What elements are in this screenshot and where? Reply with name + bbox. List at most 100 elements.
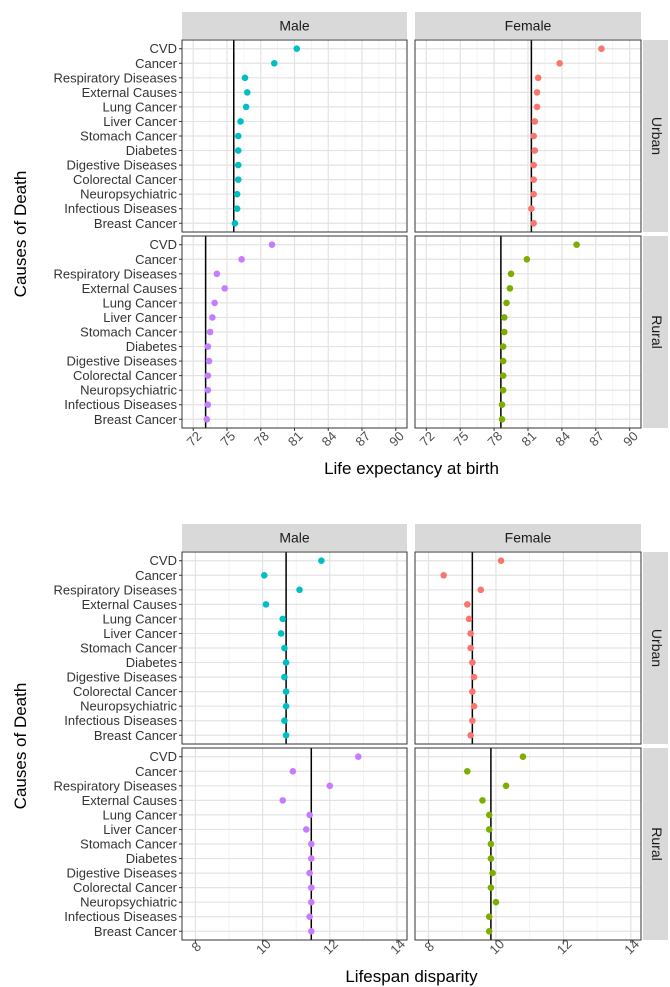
data-point bbox=[523, 255, 531, 263]
x-tick-label: 8 bbox=[421, 939, 437, 955]
data-point bbox=[519, 753, 527, 761]
data-point bbox=[530, 190, 537, 198]
x-tick-label: 84 bbox=[552, 428, 573, 449]
y-tick-label: CVD bbox=[150, 237, 177, 252]
data-point bbox=[205, 357, 213, 365]
data-point bbox=[281, 644, 288, 652]
chart-2: Male FemaleUrbanRuralCVDCancerRespiratory… bbox=[11, 524, 668, 986]
data-point bbox=[221, 285, 229, 292]
data-point bbox=[282, 702, 290, 710]
data-point bbox=[502, 782, 510, 790]
data-point bbox=[203, 415, 211, 423]
y-tick-label: Liver Cancer bbox=[103, 822, 177, 837]
y-tick-label: Cancer bbox=[135, 568, 178, 583]
data-point bbox=[282, 731, 290, 739]
facet-strip-label: Female bbox=[505, 18, 552, 34]
data-point bbox=[204, 372, 212, 379]
data-point bbox=[598, 45, 605, 53]
x-axis-title: Lifespan disparity bbox=[345, 967, 478, 986]
x-tick-label: 78 bbox=[484, 428, 505, 449]
data-point bbox=[465, 615, 473, 623]
y-tick-label: CVD bbox=[150, 553, 177, 568]
y-tick-label: Neuropsychiatric bbox=[80, 699, 177, 714]
panel-female-urban bbox=[414, 551, 642, 745]
y-tick-label: Cancer bbox=[135, 56, 178, 71]
data-point bbox=[307, 927, 315, 935]
data-point bbox=[231, 219, 239, 227]
data-point bbox=[440, 571, 447, 579]
facet-strip-label: Female bbox=[505, 530, 552, 546]
x-tick-label: 87 bbox=[586, 428, 607, 449]
data-point bbox=[479, 797, 486, 804]
data-point bbox=[306, 811, 313, 819]
data-point bbox=[260, 571, 268, 579]
data-point bbox=[487, 840, 495, 848]
data-point bbox=[234, 161, 242, 169]
y-tick-label: Lung Cancer bbox=[103, 807, 178, 822]
data-point bbox=[487, 884, 495, 891]
y-tick-label: Liver Cancer bbox=[103, 626, 177, 641]
y-tick-label: Digestive Diseases bbox=[66, 670, 177, 685]
y-tick-label: Liver Cancer bbox=[103, 310, 177, 325]
data-point bbox=[234, 132, 242, 140]
y-tick-label: Respiratory Diseases bbox=[53, 582, 177, 597]
data-point bbox=[531, 147, 539, 154]
y-tick-label: Neuropsychiatric bbox=[80, 895, 177, 910]
data-point bbox=[355, 753, 362, 761]
data-point bbox=[270, 59, 278, 67]
y-tick-label: CVD bbox=[150, 41, 177, 56]
x-tick-label: 78 bbox=[251, 428, 272, 449]
y-tick-label: Infectious Diseases bbox=[64, 713, 177, 728]
y-tick-label: Cancer bbox=[135, 252, 178, 267]
y-tick-label: External Causes bbox=[82, 597, 178, 612]
data-point bbox=[500, 314, 508, 321]
y-tick-label: CVD bbox=[150, 749, 177, 764]
x-tick-label: 8 bbox=[188, 939, 204, 955]
y-tick-label: Digestive Diseases bbox=[66, 866, 177, 881]
panel-border bbox=[414, 551, 642, 745]
data-point bbox=[237, 118, 244, 125]
y-tick-label: Digestive Diseases bbox=[66, 354, 177, 369]
data-point bbox=[573, 241, 580, 249]
y-tick-label: Colorectal Cancer bbox=[73, 880, 178, 895]
y-tick-label: External Causes bbox=[82, 793, 178, 808]
panel-border bbox=[414, 747, 642, 941]
data-point bbox=[533, 89, 541, 96]
facet-strip-male bbox=[182, 524, 407, 551]
data-point bbox=[556, 59, 563, 67]
y-tick-label: Stomach Cancer bbox=[80, 325, 177, 340]
data-point bbox=[281, 673, 288, 681]
data-point bbox=[211, 299, 218, 307]
data-point bbox=[307, 884, 315, 891]
facet-strip-label: Male bbox=[279, 18, 310, 34]
data-point bbox=[233, 205, 241, 213]
data-point bbox=[470, 702, 478, 710]
data-point bbox=[467, 731, 474, 739]
data-point bbox=[234, 147, 242, 154]
y-tick-label: Breast Cancer bbox=[94, 728, 178, 743]
x-tick-label: 72 bbox=[417, 428, 438, 449]
y-axis-title: Causes of Death bbox=[11, 171, 30, 298]
data-point bbox=[507, 270, 515, 278]
data-point bbox=[302, 826, 310, 833]
y-tick-label: Respiratory Diseases bbox=[53, 778, 177, 793]
data-point bbox=[307, 898, 315, 906]
y-tick-label: Lung Cancer bbox=[103, 611, 178, 626]
data-point bbox=[530, 176, 537, 183]
data-point bbox=[233, 190, 241, 198]
facet-strip-label: Urban bbox=[649, 629, 665, 667]
data-point bbox=[499, 343, 507, 350]
y-tick-label: Colorectal Cancer bbox=[73, 368, 178, 383]
data-point bbox=[497, 557, 505, 565]
data-point bbox=[279, 797, 287, 804]
x-axis-title: Life expectancy at birth bbox=[324, 459, 499, 478]
facet-strip-urban bbox=[643, 552, 668, 744]
facet-strip-label: Urban bbox=[649, 117, 665, 155]
y-tick-label: Colorectal Cancer bbox=[73, 172, 178, 187]
y-tick-label: Diabetes bbox=[126, 655, 178, 670]
data-point bbox=[204, 401, 212, 409]
data-point bbox=[282, 659, 290, 666]
